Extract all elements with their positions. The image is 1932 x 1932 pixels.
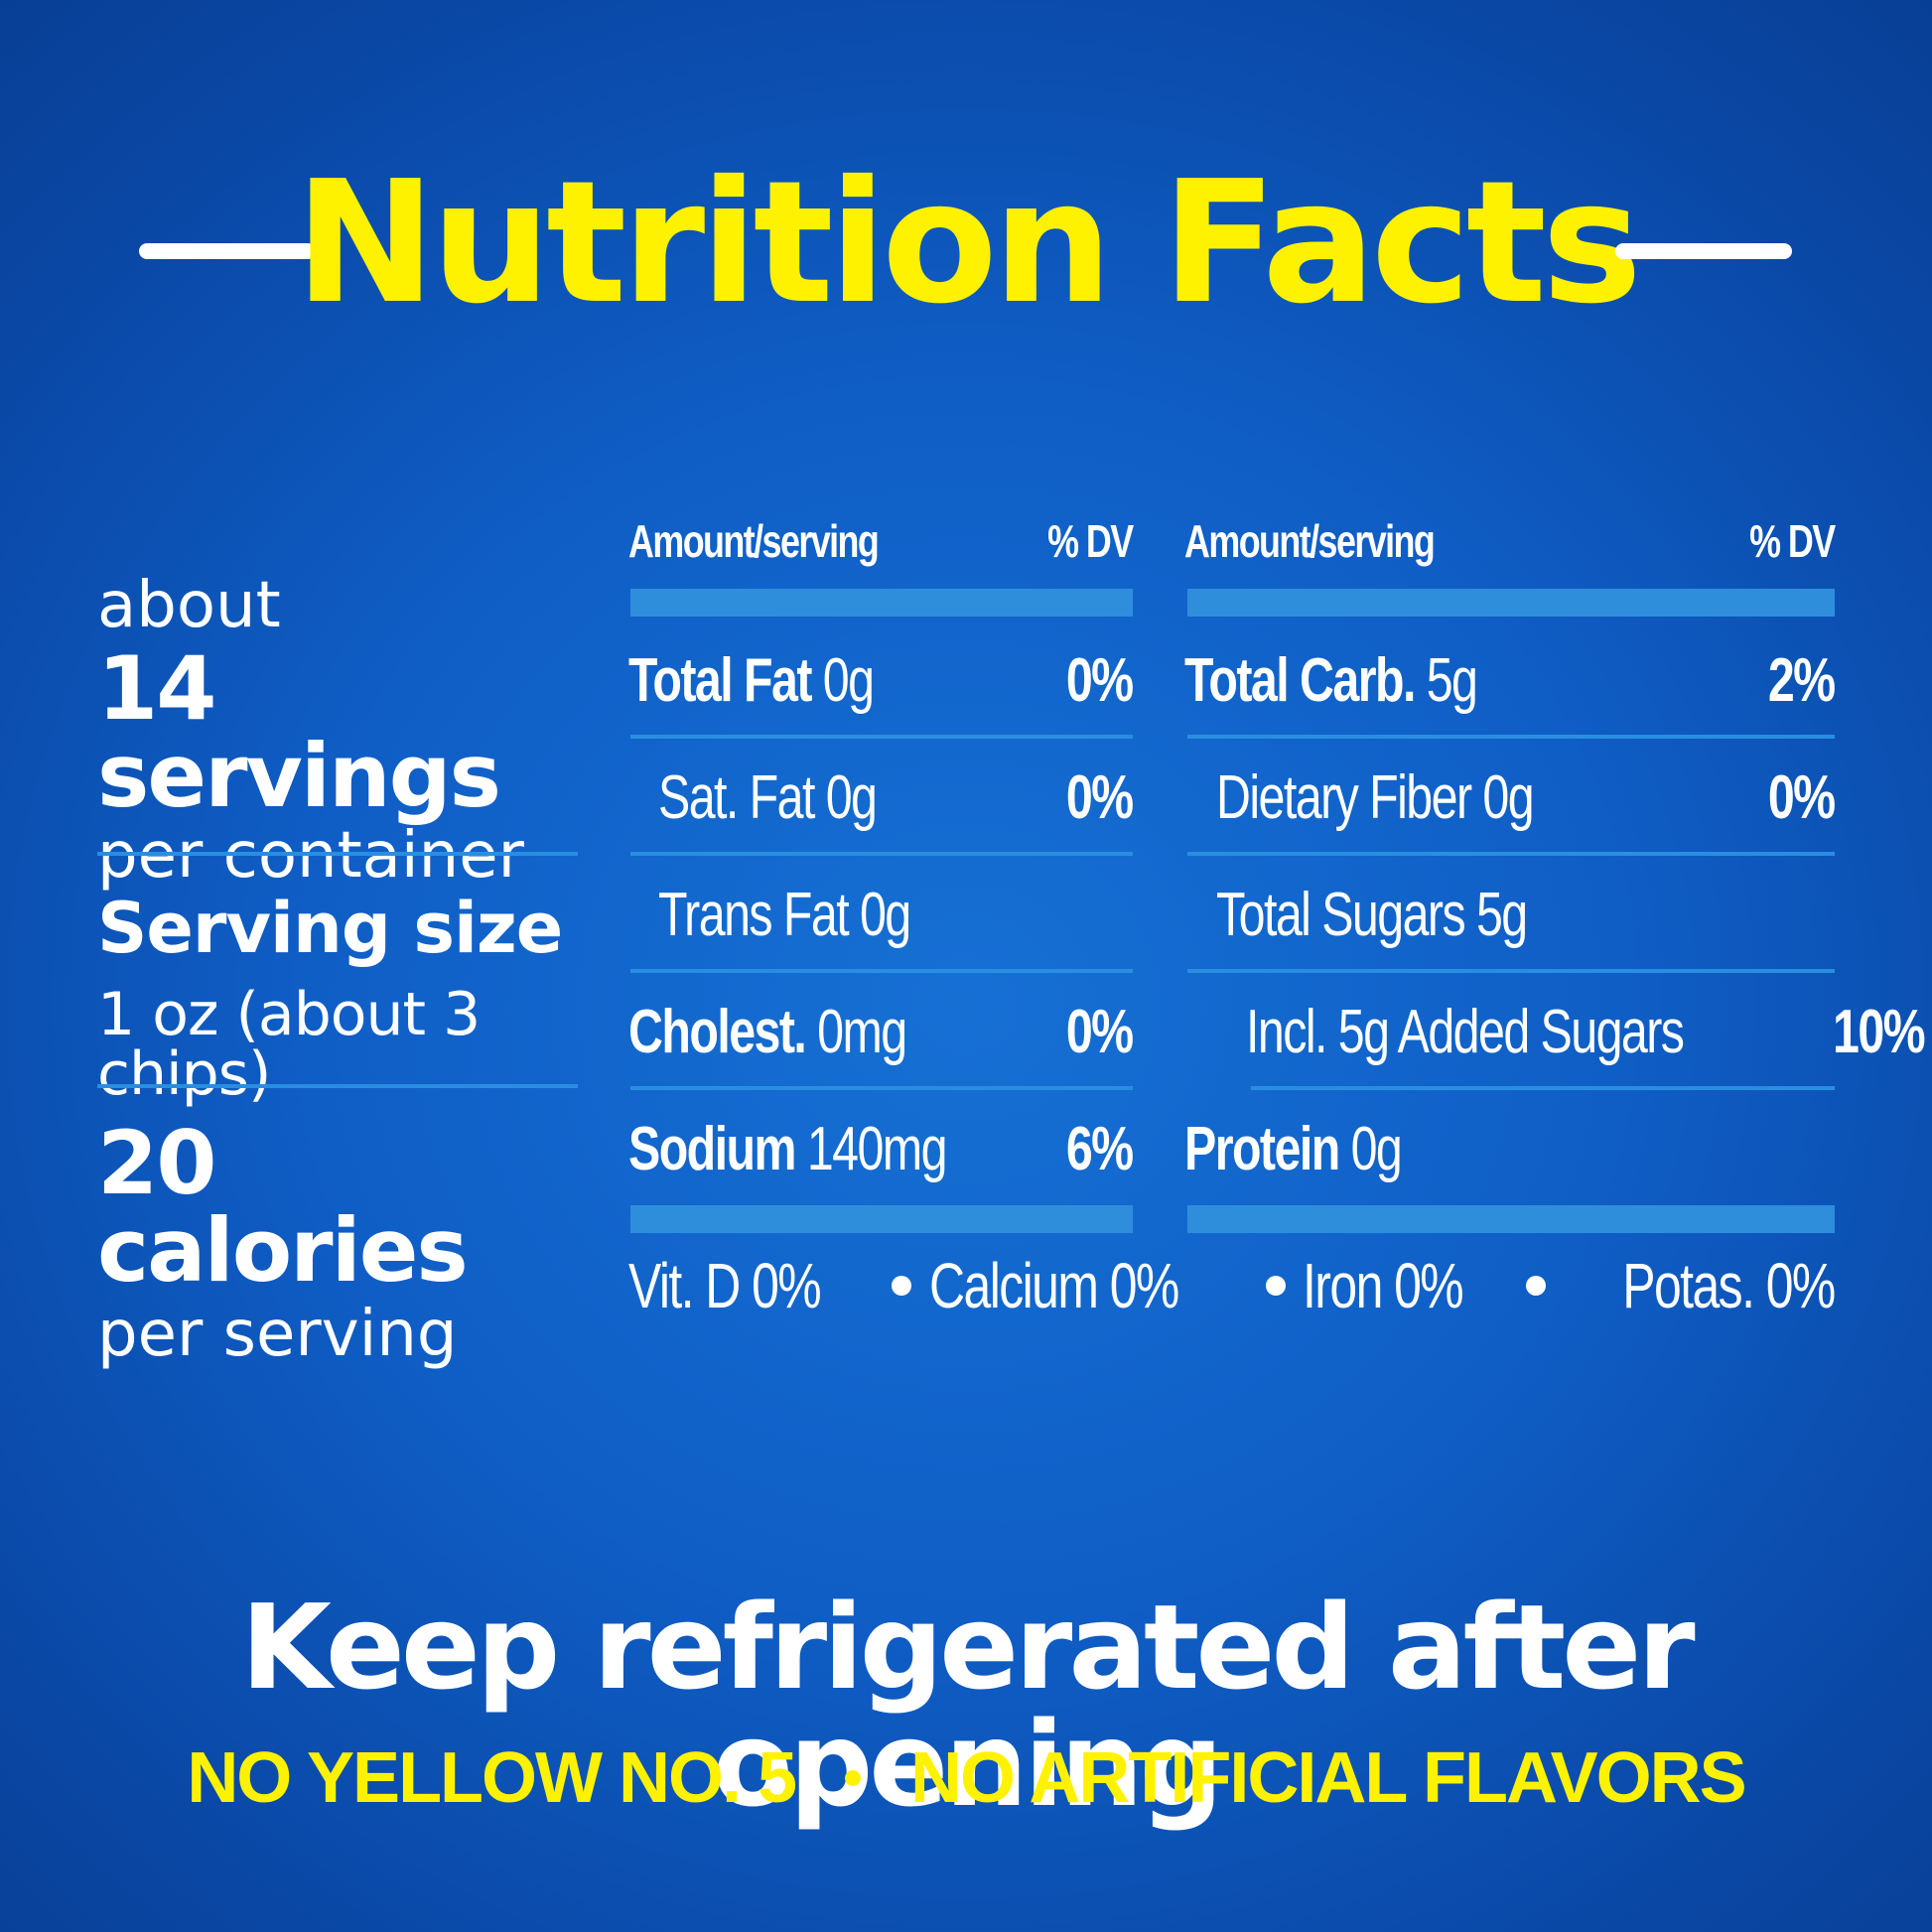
calories-suffix: per serving	[97, 1298, 458, 1371]
nutrient-amount: Dietary Fiber 0g	[1216, 762, 1535, 832]
serving-size-label: Serving size	[97, 888, 563, 969]
thick-rule	[630, 589, 1133, 617]
claims-row: NO YELLOW NO. 5 NO ARTIFICIAL FLAVORS	[0, 1742, 1932, 1814]
bullet-icon	[1525, 1276, 1546, 1296]
nutrient-row: Sodium 140mg 6%	[628, 1094, 1135, 1203]
servings-block: about 14 servings per container	[97, 574, 594, 888]
bullet-icon	[892, 1276, 912, 1296]
title-dash-right	[1615, 243, 1792, 259]
row-rule	[1251, 1086, 1835, 1090]
nutrient-amount: 0g	[1350, 1114, 1403, 1183]
nutrient-name: Protein	[1184, 1114, 1340, 1183]
nutrient-row: Total Sugars 5g	[1216, 860, 1835, 969]
nutrient-dv: 2%	[1768, 645, 1836, 715]
calories-block: 20 calories per serving	[97, 1112, 594, 1371]
title-dash-left	[139, 243, 316, 259]
dv-header: % DV	[1047, 515, 1135, 567]
nutrient-dv: 0%	[1066, 645, 1134, 715]
nutrient-row: Total Fat 0g 0%	[628, 625, 1135, 735]
claim-text: NO YELLOW NO. 5	[187, 1738, 797, 1818]
nutrient-amount: 5g	[1426, 645, 1478, 715]
nutrient-amount: Trans Fat 0g	[658, 880, 911, 949]
servings-suffix: per container	[97, 819, 524, 893]
nutrient-dv: 0%	[1768, 762, 1836, 832]
servings-count: 14 servings	[97, 637, 501, 827]
nutrient-name: Total Carb.	[1184, 645, 1416, 715]
vitamin-item: Calcium 0%	[928, 1250, 1179, 1321]
bullet-icon	[1265, 1276, 1286, 1296]
serving-size-value: 1 oz (about 3 chips)	[97, 980, 481, 1109]
nutrient-row: Sat. Fat 0g 0%	[658, 743, 1135, 852]
row-rule	[630, 852, 1133, 856]
nutrient-amount: 0g	[822, 645, 875, 715]
thick-rule	[1187, 589, 1835, 617]
nutrient-row: Total Carb. 5g 2%	[1184, 625, 1837, 735]
nutrient-amount: 140mg	[806, 1114, 948, 1183]
nutrient-dv: 0%	[1066, 762, 1134, 832]
calories-value: 20 calories	[97, 1112, 469, 1302]
nutrient-row: Dietary Fiber 0g 0%	[1216, 743, 1837, 852]
vitamin-item: Iron 0%	[1303, 1250, 1464, 1321]
claim-text: NO ARTIFICIAL FLAVORS	[910, 1738, 1747, 1818]
nutrient-row: Trans Fat 0g	[658, 860, 1133, 969]
row-rule	[630, 735, 1133, 739]
serving-size-block: Serving size 1 oz (about 3 chips)	[97, 894, 594, 1104]
bullet-icon	[845, 1770, 862, 1786]
dv-header: % DV	[1749, 515, 1837, 567]
storage-instruction: Keep refrigerated after opening	[240, 1579, 1695, 1833]
nutrient-name: Total Fat	[628, 645, 812, 715]
nutrient-row: Protein 0g	[1184, 1094, 1835, 1203]
nutrient-name: Sodium	[628, 1114, 797, 1183]
row-rule	[1187, 969, 1835, 973]
servings-prefix: about	[97, 569, 281, 642]
row-rule	[1187, 735, 1835, 739]
amount-header: Amount/serving	[628, 515, 880, 567]
vitamins-row: Vit. D 0% Calcium 0% Iron 0% Potas. 0%	[628, 1246, 1837, 1325]
nutrient-dv: 6%	[1066, 1114, 1134, 1183]
page-title: Nutrition Facts	[294, 145, 1642, 342]
divider	[97, 852, 578, 856]
thick-rule	[1187, 1205, 1835, 1233]
row-rule	[1187, 852, 1835, 856]
nutrient-row: Cholest. 0mg 0%	[628, 977, 1135, 1086]
nutrient-dv: 0%	[1066, 997, 1134, 1066]
left-table-header: Amount/serving % DV	[628, 508, 1135, 568]
thick-rule	[630, 1205, 1133, 1233]
divider	[97, 1084, 578, 1088]
vitamin-item: Potas. 0%	[1622, 1250, 1836, 1321]
nutrient-amount: Incl. 5g Added Sugars	[1246, 997, 1685, 1066]
nutrient-amount: Sat. Fat 0g	[658, 762, 878, 832]
vitamin-item: Vit. D 0%	[628, 1250, 822, 1321]
right-table-header: Amount/serving % DV	[1184, 508, 1837, 568]
nutrient-amount: Total Sugars 5g	[1216, 880, 1528, 949]
nutrient-amount: 0mg	[817, 997, 907, 1066]
amount-header: Amount/serving	[1184, 515, 1436, 567]
row-rule	[630, 969, 1133, 973]
row-rule	[630, 1086, 1133, 1090]
nutrient-name: Cholest.	[628, 997, 807, 1066]
nutrient-dv: 10%	[1832, 997, 1926, 1066]
nutrient-row: Incl. 5g Added Sugars 10%	[1246, 977, 1925, 1086]
